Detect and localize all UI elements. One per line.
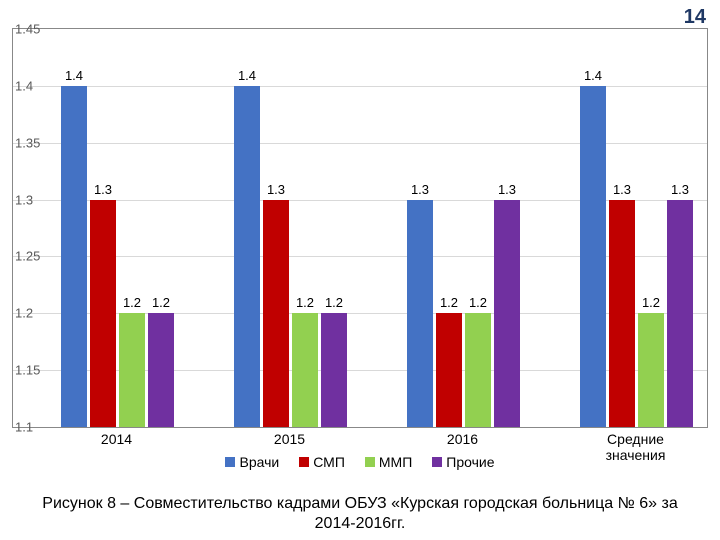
chart-bar: 1.4 (234, 86, 260, 427)
chart-bar-value-label: 1.4 (580, 68, 606, 83)
chart-legend-item: СМП (299, 454, 345, 470)
chart-bar: 1.2 (436, 313, 462, 427)
chart-bar: 1.3 (407, 200, 433, 427)
chart-bar: 1.3 (609, 200, 635, 427)
chart-bar: 1.3 (263, 200, 289, 427)
chart-ytick-label: 1.2 (11, 306, 33, 321)
chart-plot-area: 1.11.151.21.251.31.351.41.451.41.31.21.2… (12, 28, 708, 428)
chart-bar: 1.2 (465, 313, 491, 427)
chart-bar-value-label: 1.2 (148, 295, 174, 310)
chart-bar-value-label: 1.2 (321, 295, 347, 310)
chart-ytick-label: 1.4 (11, 78, 33, 93)
chart-bar-value-label: 1.2 (638, 295, 664, 310)
chart-bar: 1.2 (292, 313, 318, 427)
chart-bar: 1.3 (494, 200, 520, 427)
page-number: 14 (684, 6, 706, 29)
chart-bar-value-label: 1.2 (436, 295, 462, 310)
chart-bar-value-label: 1.3 (90, 182, 116, 197)
chart-x-axis: 201420152016Средние значения (12, 428, 708, 450)
chart-x-category-label: 2016 (406, 431, 519, 447)
chart-bar: 1.2 (321, 313, 347, 427)
chart-legend-label: Врачи (239, 454, 279, 470)
chart-bar-group: 1.41.31.21.3 (580, 29, 693, 427)
chart-legend-item: ММП (365, 454, 412, 470)
chart-bar: 1.2 (119, 313, 145, 427)
chart-legend-swatch (225, 457, 235, 467)
chart-ytick-label: 1.3 (11, 192, 33, 207)
chart-bar-value-label: 1.2 (119, 295, 145, 310)
chart-x-category-label: 2014 (60, 431, 173, 447)
chart-bar-value-label: 1.4 (234, 68, 260, 83)
chart-legend-swatch (432, 457, 442, 467)
chart-bar: 1.4 (61, 86, 87, 427)
chart-bar-value-label: 1.2 (465, 295, 491, 310)
chart-legend-swatch (299, 457, 309, 467)
chart-bar-value-label: 1.4 (61, 68, 87, 83)
chart-x-category-label: 2015 (233, 431, 346, 447)
chart-bar-value-label: 1.3 (263, 182, 289, 197)
chart-bar: 1.2 (638, 313, 664, 427)
chart-bar-value-label: 1.3 (667, 182, 693, 197)
chart-legend-swatch (365, 457, 375, 467)
chart-ytick-label: 1.25 (11, 249, 40, 264)
chart-bar-value-label: 1.3 (407, 182, 433, 197)
chart: 1.11.151.21.251.31.351.41.451.41.31.21.2… (12, 28, 708, 470)
chart-legend-item: Прочие (432, 454, 494, 470)
chart-legend-label: Прочие (446, 454, 494, 470)
chart-bar: 1.3 (667, 200, 693, 427)
chart-ytick-label: 1.15 (11, 363, 40, 378)
chart-bar-value-label: 1.2 (292, 295, 318, 310)
chart-bar-value-label: 1.3 (494, 182, 520, 197)
chart-bar-group: 1.41.31.21.2 (61, 29, 174, 427)
chart-ytick-label: 1.35 (11, 135, 40, 150)
chart-legend-item: Врачи (225, 454, 279, 470)
chart-bar-group: 1.41.31.21.2 (234, 29, 347, 427)
chart-x-category-label: Средние значения (579, 431, 692, 463)
chart-bar: 1.3 (90, 200, 116, 427)
figure-caption: Рисунок 8 – Совместительство кадрами ОБУ… (0, 494, 720, 534)
chart-bar-group: 1.31.21.21.3 (407, 29, 520, 427)
chart-bar-value-label: 1.3 (609, 182, 635, 197)
chart-bar: 1.2 (148, 313, 174, 427)
chart-legend-label: СМП (313, 454, 345, 470)
chart-legend-label: ММП (379, 454, 412, 470)
chart-ytick-label: 1.45 (11, 22, 40, 37)
chart-bar: 1.4 (580, 86, 606, 427)
